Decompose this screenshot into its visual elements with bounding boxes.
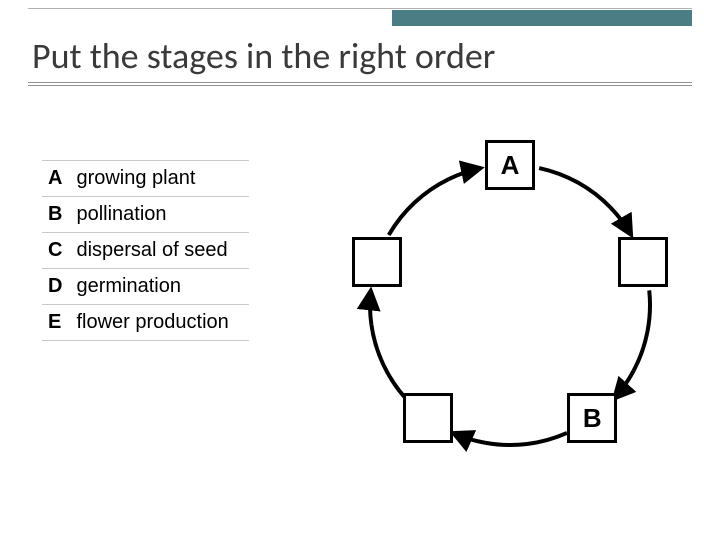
stage-letter: D <box>42 269 72 305</box>
cycle-box-empty <box>403 393 453 443</box>
stage-desc: growing plant <box>72 161 248 197</box>
header-top-line <box>28 8 692 9</box>
stage-letter: C <box>42 233 72 269</box>
cycle-diagram: AB <box>320 110 700 510</box>
stages-legend-table: Agrowing plantBpollinationCdispersal of … <box>42 160 249 341</box>
cycle-box-empty <box>352 237 402 287</box>
table-row: Eflower production <box>42 305 249 341</box>
stage-letter: B <box>42 197 72 233</box>
stage-letter: E <box>42 305 72 341</box>
cycle-box-labeled: B <box>567 393 617 443</box>
table-row: Bpollination <box>42 197 249 233</box>
stage-letter: A <box>42 161 72 197</box>
table-row: Cdispersal of seed <box>42 233 249 269</box>
table-row: Dgermination <box>42 269 249 305</box>
stages-legend-body: Agrowing plantBpollinationCdispersal of … <box>42 161 249 341</box>
stage-desc: dispersal of seed <box>72 233 248 269</box>
cycle-box-labeled: A <box>485 140 535 190</box>
header-teal-block <box>392 10 692 26</box>
header-decoration <box>28 10 692 36</box>
cycle-box-empty <box>618 237 668 287</box>
stage-desc: flower production <box>72 305 248 341</box>
page-title: Put the stages in the right order <box>32 34 495 78</box>
stage-desc: pollination <box>72 197 248 233</box>
table-row: Agrowing plant <box>42 161 249 197</box>
stage-desc: germination <box>72 269 248 305</box>
